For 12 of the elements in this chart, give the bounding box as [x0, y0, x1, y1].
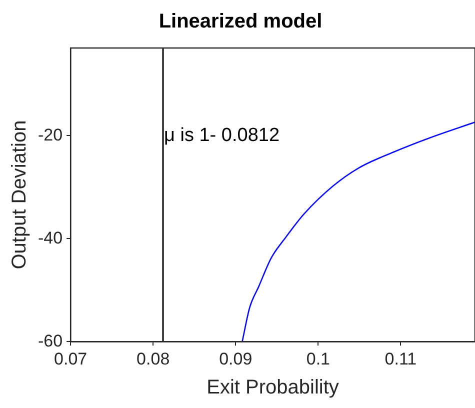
x-tick-label: 0.1 — [306, 349, 330, 368]
x-tick-label: 0.11 — [384, 349, 417, 368]
x-tick-label: 0.08 — [136, 349, 170, 368]
y-tick-label: -20 — [38, 125, 63, 144]
y-axis-title: Output Deviation — [8, 120, 31, 270]
x-tick-label: 0.09 — [219, 349, 252, 368]
y-tick-label: -60 — [38, 331, 63, 350]
x-tick-label: 0.07 — [54, 349, 88, 368]
y-tick-label: -40 — [38, 228, 63, 248]
chart-title: Linearized model — [158, 10, 322, 33]
x-axis-title: Exit Probability — [206, 376, 339, 399]
annotation: μ is 1- 0.0812 — [164, 124, 280, 146]
